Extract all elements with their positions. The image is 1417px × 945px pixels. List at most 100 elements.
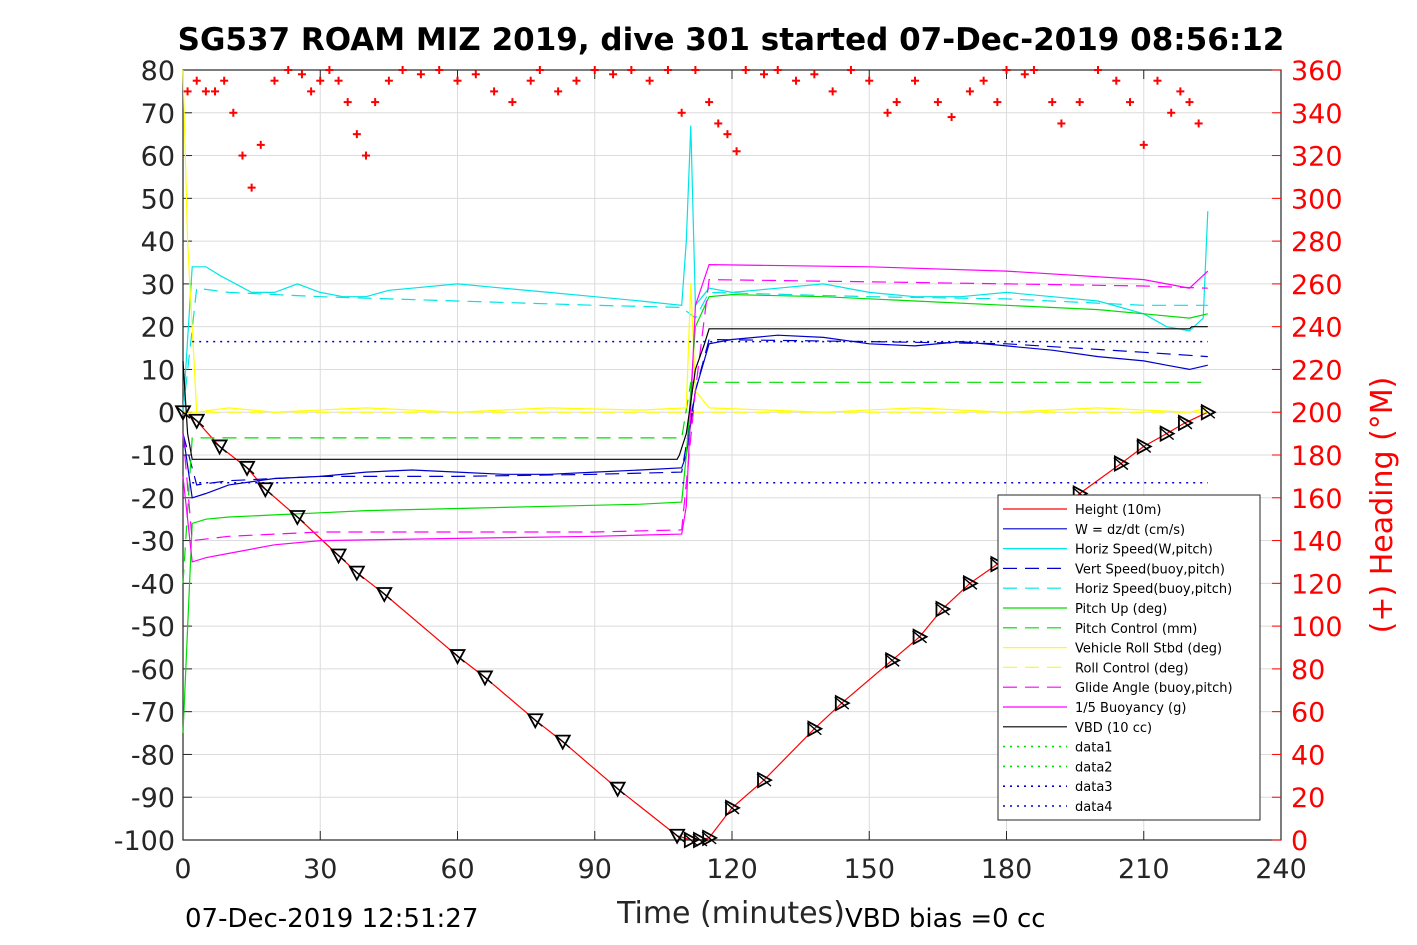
y-right-tick-label: 280 xyxy=(1291,227,1343,258)
heading-point xyxy=(238,151,247,160)
heading-point xyxy=(535,66,544,74)
y-tick-label: 80 xyxy=(141,56,175,87)
heading-point xyxy=(965,87,974,96)
y-tick-label: 20 xyxy=(141,313,175,344)
heading-point xyxy=(590,66,599,74)
height-marker xyxy=(188,413,206,430)
x-tick-label: 30 xyxy=(303,854,337,885)
heading-point xyxy=(183,87,192,96)
legend-label: data2 xyxy=(1075,760,1113,775)
height-marker xyxy=(912,628,929,646)
height-marker-cross xyxy=(962,576,978,590)
heading-point xyxy=(325,66,334,74)
x-tick-label: 0 xyxy=(174,854,191,885)
heading-point xyxy=(490,87,499,96)
heading-point xyxy=(1002,66,1011,74)
heading-point xyxy=(526,76,535,85)
series-vert-speed-buoy-pitch xyxy=(182,338,1208,486)
heading-point xyxy=(192,76,201,85)
legend-label: Vehicle Roll Stbd (deg) xyxy=(1075,642,1222,657)
heading-point xyxy=(352,130,361,139)
height-marker-cross xyxy=(806,722,822,736)
heading-point xyxy=(1112,76,1121,85)
legend-label: Height (10m) xyxy=(1075,503,1161,518)
height-marker xyxy=(693,831,709,849)
heading-point xyxy=(201,87,210,96)
heading-points xyxy=(183,66,1203,192)
heading-point xyxy=(645,76,654,85)
legend-label: Glide Angle (buoy,pitch) xyxy=(1075,681,1233,696)
y-right-tick-label: 220 xyxy=(1291,355,1343,386)
y-tick-label: -60 xyxy=(131,655,175,686)
y-right-tick-label: 180 xyxy=(1291,441,1343,472)
height-marker xyxy=(1178,414,1194,432)
legend-label: Roll Control (deg) xyxy=(1075,661,1189,676)
y-right-tick-label: 240 xyxy=(1291,313,1343,344)
y-right-tick-label: 0 xyxy=(1291,826,1308,857)
series-vbd-10-cc xyxy=(182,326,1208,460)
series-1-5-buoyancy-g xyxy=(182,263,1209,563)
legend-label: data1 xyxy=(1075,741,1113,756)
height-marker-cross xyxy=(212,439,228,453)
heading-point xyxy=(979,76,988,85)
heading-point xyxy=(471,70,480,79)
height-marker-cross xyxy=(239,461,255,475)
height-marker xyxy=(256,482,274,499)
axis-ticks: 0 30 60 90 120 150 180 210 24080706050403020100-… xyxy=(114,56,1343,885)
height-marker-cross xyxy=(289,510,305,524)
heading-point xyxy=(732,147,741,156)
x-tick-label: 180 xyxy=(981,854,1033,885)
heading-point xyxy=(947,113,956,122)
legend-label: 1/5 Buoyancy (g) xyxy=(1075,701,1186,716)
y-tick-label: 40 xyxy=(141,227,175,258)
y-tick-label: -40 xyxy=(131,569,175,600)
y-right-tick-label: 20 xyxy=(1291,783,1325,814)
footer-vbd-bias: VBD bias =0 cc xyxy=(845,904,1046,934)
heading-point xyxy=(1075,98,1084,107)
height-marker xyxy=(1136,437,1153,455)
height-marker-cross xyxy=(527,713,543,727)
height-marker xyxy=(476,670,494,687)
heading-point xyxy=(865,76,874,85)
y-tick-label: -90 xyxy=(131,783,175,814)
series-pitch-control-mm xyxy=(182,381,1208,584)
y-right-tick-label: 60 xyxy=(1291,698,1325,729)
height-marker-cross xyxy=(331,548,347,563)
y-right-tick-label: 140 xyxy=(1291,527,1343,558)
x-axis-label: Time (minutes) xyxy=(616,896,845,931)
y-tick-label: -80 xyxy=(131,740,175,771)
y-right-tick-label: 100 xyxy=(1291,612,1343,643)
heading-point xyxy=(247,183,256,192)
height-marker-cross xyxy=(884,653,900,667)
heading-point xyxy=(892,98,901,107)
heading-point xyxy=(416,70,425,79)
height-marker xyxy=(757,771,773,789)
y-tick-label: 10 xyxy=(141,355,175,386)
x-tick-label: 240 xyxy=(1255,854,1307,885)
height-marker xyxy=(174,405,192,422)
heading-point xyxy=(284,66,293,74)
height-marker-cross xyxy=(834,696,850,710)
height-marker-cross xyxy=(1177,416,1193,430)
series-horiz-speed-buoy-pitch xyxy=(182,287,1208,413)
legend-label: Horiz Speed(W,pitch) xyxy=(1075,543,1213,558)
legend-label: W = dz/dt (cm/s) xyxy=(1075,523,1185,538)
heading-point xyxy=(1057,119,1066,128)
height-marker-cross xyxy=(349,566,365,580)
height-marker xyxy=(211,439,229,456)
height-marker-cross xyxy=(477,670,493,684)
heading-point xyxy=(760,70,769,79)
heading-point xyxy=(741,66,750,74)
heading-point xyxy=(554,87,563,96)
height-marker xyxy=(725,799,741,817)
heading-point xyxy=(229,108,238,117)
heading-point xyxy=(828,87,837,96)
heading-point xyxy=(435,66,444,74)
heading-point xyxy=(371,98,380,107)
height-marker xyxy=(330,548,348,565)
height-marker-cross xyxy=(610,782,626,796)
height-marker xyxy=(834,694,851,712)
heading-point xyxy=(663,66,672,74)
heading-point xyxy=(1153,76,1162,85)
